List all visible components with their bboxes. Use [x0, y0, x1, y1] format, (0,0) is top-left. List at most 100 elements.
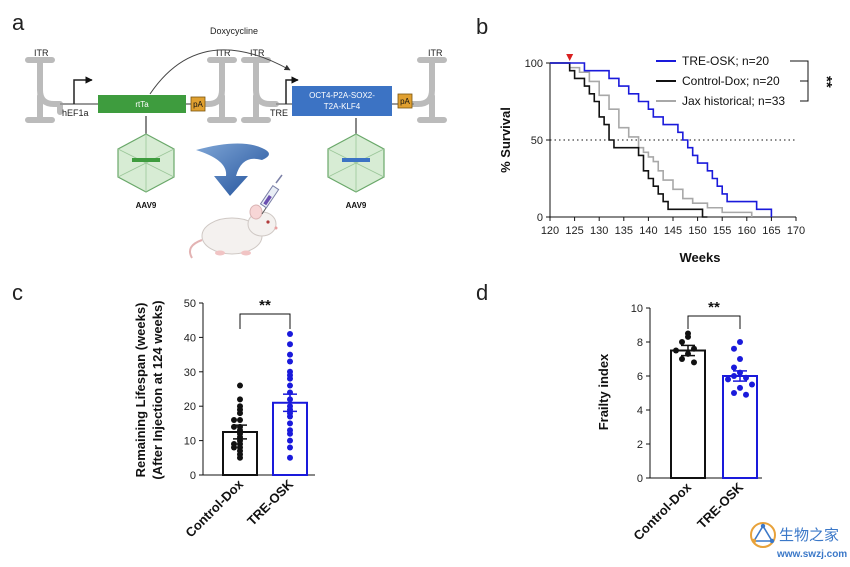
panel-label-c: c [12, 280, 23, 305]
c-data-point [231, 444, 237, 451]
d-data-point [685, 333, 691, 340]
d-data-point [691, 345, 697, 352]
d-data-point [731, 390, 737, 396]
promoter-arrow-icon [285, 76, 299, 104]
itr-hairpin-left-1 [25, 57, 63, 123]
d-y-tick-label: 0 [637, 473, 643, 485]
c-data-point [287, 437, 293, 444]
watermark-logo-icon [750, 522, 776, 548]
d-data-point [743, 391, 749, 398]
d-data-point [673, 347, 679, 354]
b-x-tick-label: 120 [541, 225, 559, 237]
pa-box-2 [397, 93, 413, 109]
c-y-tick-label: 30 [184, 367, 196, 379]
c-data-point [287, 420, 293, 427]
osk-label-line2: T2A-KLF4 [324, 102, 361, 111]
c-data-point [287, 454, 293, 461]
d-y-tick-label: 4 [637, 405, 643, 417]
panel-a-schematic: ITR ITR ITR ITR hEF1a rtTa pA TRE OCT4-P… [25, 26, 447, 259]
c-y-tick-label: 40 [184, 332, 196, 344]
b-series-line-1 [550, 62, 708, 218]
c-data-point [237, 416, 243, 423]
pa-box-1 [190, 96, 206, 112]
b-x-tick-label: 150 [688, 225, 706, 237]
d-category-label-0: Control-Dox [630, 479, 694, 543]
d-y-tick-label: 2 [637, 439, 643, 451]
promoter-tre-label: TRE [270, 108, 288, 118]
doxycycline-arrow-icon [149, 49, 291, 95]
d-data-point [737, 384, 743, 391]
aav9-label-2: AAV9 [346, 201, 367, 210]
d-bar-0 [670, 349, 706, 479]
d-y-axis-label: Frailty index [596, 353, 611, 430]
c-y-tick-label: 0 [190, 470, 196, 482]
b-x-tick-label: 135 [615, 225, 633, 237]
d-data-point [737, 369, 743, 376]
itr-hairpin-right-1 [199, 57, 237, 123]
mouse-icon [189, 204, 278, 259]
panel-label-b: b [476, 14, 488, 39]
syringe-icon [259, 174, 283, 215]
d-data-point [731, 364, 737, 371]
c-data-point [237, 396, 243, 403]
itr-label: ITR [250, 48, 265, 58]
c-y-tick-label: 50 [184, 298, 196, 310]
watermark-url: www.swzj.com [776, 549, 847, 560]
panel-label-d: d [476, 280, 488, 305]
b-x-tick-label: 170 [787, 225, 805, 237]
panel-d-bar-chart: 0 2 4 6 8 10 Control-Dox TRE-OSK Frailty index… [596, 299, 762, 543]
b-x-axis-label: Weeks [680, 250, 721, 265]
d-data-point [725, 376, 731, 383]
c-data-point [287, 430, 293, 437]
c-significance-bracket [239, 313, 291, 329]
d-significance-stars: ** [708, 299, 720, 316]
d-data-point [679, 339, 685, 345]
d-data-point [737, 356, 743, 362]
d-data-point [749, 381, 755, 388]
b-x-tick-label: 145 [664, 225, 682, 237]
pa-label-1: pA [193, 100, 203, 109]
d-category-label-1: TRE-OSK [694, 479, 746, 531]
pa-label-2: pA [400, 97, 410, 106]
itr-hairpin-left-2 [241, 57, 279, 123]
d-y-tick-label: 6 [637, 371, 643, 383]
b-x-tick-label: 130 [590, 225, 608, 237]
d-data-point [731, 345, 737, 352]
b-x-tick-label: 160 [738, 225, 756, 237]
b-y-tick-label: 50 [531, 135, 543, 147]
panel-b-survival-chart: 120 125 130 135 140 145 150 155 160 165 170050100 … [498, 54, 835, 265]
c-data-point [231, 416, 237, 423]
d-data-point [743, 374, 749, 381]
c-data-point [287, 330, 293, 337]
b-significance-stars: ** [818, 76, 835, 88]
combine-arrow-icon [196, 143, 269, 196]
promoter-arrow-icon [73, 76, 93, 104]
d-data-point [737, 339, 743, 345]
osk-label-line1: OCT4-P2A-SOX2- [309, 91, 375, 100]
c-category-label-1: TRE-OSK [244, 476, 296, 528]
b-x-tick-label: 155 [713, 225, 731, 237]
d-data-point [679, 356, 685, 362]
c-y-tick-label: 20 [184, 401, 196, 413]
itr-hairpin-right-2 [409, 57, 447, 123]
panel-label-a: a [12, 10, 25, 35]
c-data-point [231, 423, 237, 430]
d-significance-bracket [687, 315, 741, 329]
c-data-point [287, 444, 293, 451]
b-x-tick-label: 165 [762, 225, 780, 237]
b-x-tick-label: 125 [565, 225, 583, 237]
b-x-tick-label: 140 [639, 225, 657, 237]
capsid-facet-lines [117, 134, 175, 192]
c-data-point [287, 396, 293, 403]
b-y-axis-label: % Survival [498, 107, 513, 173]
c-data-point [287, 413, 293, 420]
itr-label: ITR [428, 48, 443, 58]
doxycycline-label: Doxycycline [210, 26, 258, 36]
b-significance-bracket [790, 60, 809, 102]
c-significance-stars: ** [259, 297, 271, 314]
b-legend: TRE-OSK; n=20 Control-Dox; n=20 Jax hist… [656, 54, 835, 108]
aav9-label-1: AAV9 [136, 201, 157, 210]
c-y-tick-label: 10 [184, 436, 196, 448]
rtta-label: rtTa [135, 100, 149, 109]
